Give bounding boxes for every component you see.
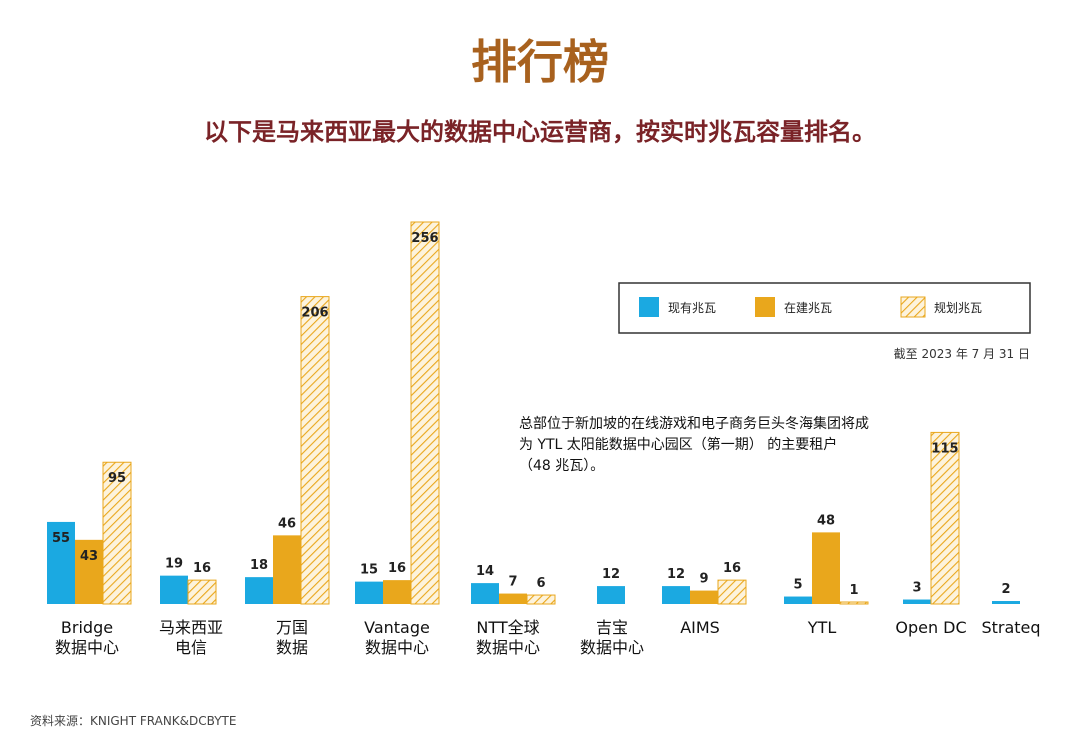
category-label: 吉宝 — [596, 618, 628, 637]
bar-planned — [839, 601, 869, 605]
bar-existing — [992, 601, 1020, 604]
category-label: 数据中心 — [580, 638, 644, 657]
bar-planned — [102, 461, 132, 605]
bar-existing — [662, 586, 690, 604]
bar-construction — [273, 535, 301, 604]
data-label: 12 — [667, 567, 685, 582]
bar-construction — [690, 590, 718, 604]
category-label: NTT全球 — [476, 618, 539, 637]
category-label: AIMS — [680, 618, 720, 637]
category-label: Vantage — [364, 618, 430, 637]
data-label: 3 — [912, 581, 921, 596]
chart-subtitle: 以下是马来西亚最大的数据中心运营商，按实时兆瓦容量排名。 — [204, 118, 876, 146]
legend: 现有兆瓦 在建兆瓦 规划兆瓦 — [618, 282, 1031, 334]
legend-frame — [618, 282, 1031, 334]
data-label: 2 — [1001, 582, 1010, 597]
legend-label-construction: 在建兆瓦 — [784, 301, 832, 315]
data-label: 1 — [849, 583, 858, 598]
data-label: 14 — [476, 564, 494, 579]
category-label: YTL — [807, 618, 837, 637]
bar-construction — [383, 580, 411, 604]
category-label: 数据中心 — [476, 638, 540, 657]
legend-swatch-planned — [900, 296, 926, 318]
bar-construction — [499, 593, 527, 604]
category-label: 万国 — [276, 618, 308, 637]
data-label: 9 — [699, 572, 708, 587]
data-label: 55 — [52, 531, 70, 546]
category-label: Open DC — [895, 618, 966, 637]
bar-existing — [597, 586, 625, 604]
bar-planned — [930, 431, 960, 605]
chart-title: 排行榜 — [471, 35, 609, 89]
category-label: Bridge — [61, 618, 113, 637]
data-label: 95 — [108, 471, 126, 486]
category-label: 电信 — [175, 638, 207, 657]
bar-existing — [355, 581, 383, 604]
legend-swatch-existing — [639, 297, 659, 317]
bar-existing — [160, 575, 188, 604]
bar-existing — [903, 599, 931, 604]
bar-existing — [471, 583, 499, 604]
data-label: 16 — [193, 561, 211, 576]
data-label: 256 — [411, 231, 438, 246]
annotation-note: 总部位于新加坡的在线游戏和电子商务巨头冬海集团将成为 YTL 太阳能数据中心园区… — [519, 416, 869, 474]
data-label: 5 — [793, 578, 802, 593]
data-label: 15 — [360, 563, 378, 578]
legend-swatch-construction — [755, 297, 775, 317]
data-label: 48 — [817, 513, 835, 528]
data-label: 16 — [388, 561, 406, 576]
legend-label-existing: 现有兆瓦 — [668, 301, 716, 315]
data-label: 19 — [165, 557, 183, 572]
category-label: 数据中心 — [55, 638, 119, 657]
bar-planned — [300, 296, 330, 605]
bar-existing — [784, 596, 812, 604]
bar-planned — [410, 221, 440, 605]
bar-existing — [245, 577, 273, 604]
category-label: 数据中心 — [365, 638, 429, 657]
category-label: Strateq — [981, 618, 1040, 637]
bar-construction — [75, 539, 103, 604]
category-label: 数据 — [276, 638, 308, 657]
category-label: 马来西亚 — [159, 618, 223, 637]
data-label: 12 — [602, 567, 620, 582]
data-label: 206 — [301, 306, 328, 321]
data-label: 43 — [80, 549, 98, 564]
legend-label-planned: 规划兆瓦 — [934, 300, 982, 315]
data-label: 16 — [723, 561, 741, 576]
bar-planned — [187, 579, 217, 605]
data-label: 46 — [278, 516, 296, 531]
bar-construction — [812, 532, 840, 604]
bar-existing — [47, 521, 75, 604]
data-label: 115 — [931, 441, 958, 456]
data-label: 7 — [508, 575, 517, 590]
as-of-date: 截至 2023 年 7 月 31 日 — [893, 347, 1030, 361]
source-credit: 资料来源：KNIGHT FRANK&DCBYTE — [30, 714, 237, 728]
data-label: 18 — [250, 558, 268, 573]
bar-planned — [526, 594, 556, 605]
data-label: 6 — [536, 576, 545, 591]
bar-planned — [717, 579, 747, 605]
